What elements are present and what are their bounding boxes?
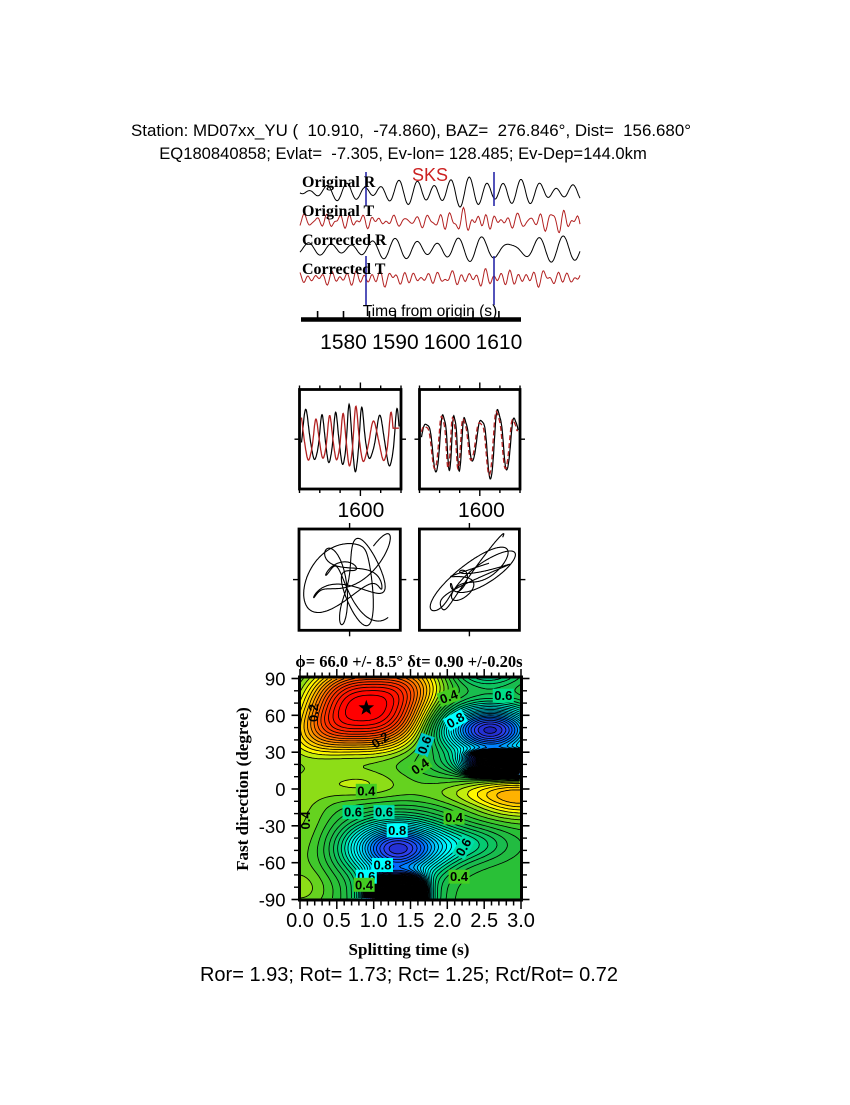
svg-text:2.5: 2.5 — [470, 910, 498, 932]
svg-text:0.8: 0.8 — [373, 858, 391, 873]
svg-text:0.5: 0.5 — [323, 910, 351, 932]
svg-text:0.4: 0.4 — [445, 810, 464, 825]
svg-text:0.8: 0.8 — [388, 823, 406, 838]
svg-text:0.6: 0.6 — [344, 805, 362, 820]
svg-text:Fast direction (degree): Fast direction (degree) — [233, 707, 252, 871]
svg-text:0.2: 0.2 — [306, 704, 321, 722]
svg-text:Corrected R: Corrected R — [302, 232, 387, 249]
svg-text:SKS: SKS — [412, 165, 448, 185]
svg-text:0.4: 0.4 — [357, 783, 376, 798]
svg-text:0: 0 — [275, 779, 285, 800]
svg-text:0.6: 0.6 — [375, 805, 393, 820]
svg-text:Time from origin (s): Time from origin (s) — [363, 303, 498, 320]
svg-text:1580: 1580 — [320, 331, 367, 354]
svg-text:Ror= 1.93; Rot= 1.73; Rct= 1.2: Ror= 1.93; Rot= 1.73; Rct= 1.25; Rct/Rot… — [200, 964, 618, 986]
svg-text:0.4: 0.4 — [438, 686, 461, 707]
svg-text:ϕ= 66.0 +/- 8.5° δt= 0.90 +/-0: ϕ= 66.0 +/- 8.5° δt= 0.90 +/-0.20s — [295, 652, 523, 671]
svg-text:Station: MD07xx_YU ( 10.910,: Station: MD07xx_YU ( 10.910, -74.860), B… — [131, 121, 691, 140]
svg-text:-90: -90 — [259, 890, 286, 911]
svg-text:0.4: 0.4 — [450, 869, 469, 884]
svg-text:1.0: 1.0 — [360, 910, 388, 932]
svg-text:0.4: 0.4 — [298, 811, 313, 830]
svg-text:60: 60 — [265, 705, 286, 726]
svg-text:Original R: Original R — [302, 174, 376, 191]
svg-text:0.6: 0.6 — [494, 688, 512, 703]
svg-text:90: 90 — [265, 669, 286, 690]
svg-text:-60: -60 — [259, 853, 286, 874]
svg-text:2.0: 2.0 — [433, 910, 461, 932]
svg-text:1610: 1610 — [476, 331, 523, 354]
svg-text:Corrected T: Corrected T — [302, 261, 386, 278]
svg-text:1.5: 1.5 — [397, 910, 425, 932]
svg-text:1600: 1600 — [458, 499, 505, 522]
svg-text:0.0: 0.0 — [286, 910, 314, 932]
svg-text:3.0: 3.0 — [507, 910, 535, 932]
svg-text:-30: -30 — [259, 816, 286, 837]
svg-text:0.6: 0.6 — [414, 734, 434, 756]
svg-text:1600: 1600 — [424, 331, 471, 354]
svg-text:30: 30 — [265, 742, 286, 763]
svg-text:1600: 1600 — [338, 499, 385, 522]
svg-text:EQ180840858; Evlat= -7.305, E: EQ180840858; Evlat= -7.305, Ev-lon= 128.… — [159, 144, 647, 163]
svg-text:Splitting time (s): Splitting time (s) — [349, 940, 470, 959]
svg-text:1590: 1590 — [372, 331, 419, 354]
svg-text:0.4: 0.4 — [355, 877, 374, 892]
svg-text:Original T: Original T — [302, 203, 374, 220]
